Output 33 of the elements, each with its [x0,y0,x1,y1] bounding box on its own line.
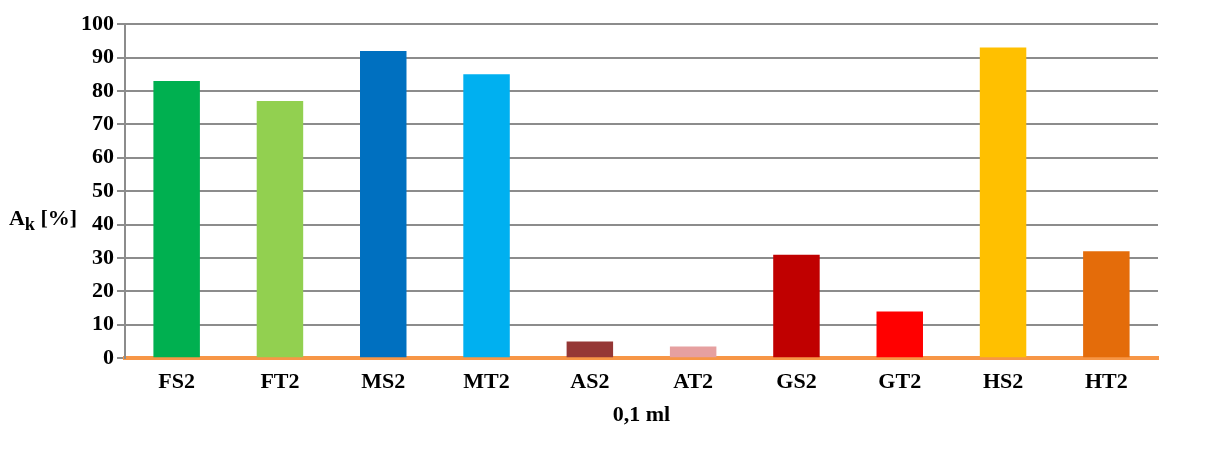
bar [566,341,614,358]
y-tick-label: 50 [92,176,114,202]
y-tick-label: 40 [92,210,114,236]
y-tick-label: 30 [92,243,114,269]
bar [669,346,717,358]
bar [979,47,1027,358]
y-tick-label: 10 [92,310,114,336]
x-tick-label: FT2 [260,368,300,394]
bar [1083,251,1130,358]
x-tick-label: FS2 [158,368,195,394]
x-tick-label: GT2 [878,368,922,394]
x-tick-label: HS2 [982,368,1024,394]
bar [153,80,200,358]
y-tick-label: 80 [92,76,114,102]
bar [256,101,304,358]
bar [463,74,510,358]
bar [876,311,923,358]
x-tick-label: AT2 [673,368,714,394]
x-tick-label: AS2 [570,368,610,394]
y-tick-label: 60 [92,143,114,169]
y-tick-label: 90 [92,43,114,69]
x-tick-label: HT2 [1084,368,1128,394]
x-axis-title: 0,1 ml [612,401,671,427]
y-tick-label: 20 [92,277,114,303]
y-tick-label: 70 [92,110,114,136]
x-tick-label: MT2 [463,368,510,394]
y-tick-label: 0 [103,343,114,369]
bar [360,50,407,358]
x-tick-label: MS2 [361,368,406,394]
y-tick-label: 100 [81,9,114,35]
bar [773,254,820,358]
x-tick-label: GS2 [776,368,817,394]
y-axis-title: A$_{k}$ [%] [8,205,78,236]
